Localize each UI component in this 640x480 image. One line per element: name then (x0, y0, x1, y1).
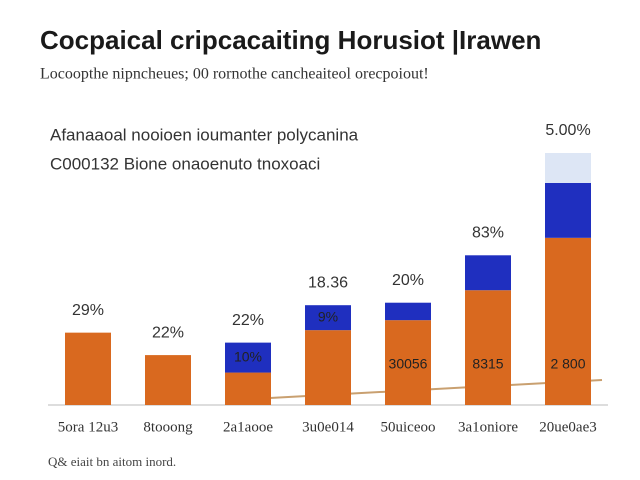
data-label: 29% (72, 302, 104, 319)
x-tick-label: 20ue0ae3 (539, 419, 596, 435)
bar-segment (145, 355, 191, 405)
inner-label: 10% (234, 348, 262, 364)
inner-label: 30056 (389, 356, 428, 372)
bar-segment (465, 255, 511, 291)
chart-subtitle: Locoopthe nipncheues; 00 rornothe canche… (40, 66, 429, 83)
inner-label: 9% (318, 308, 338, 324)
x-tick-label: 5ora 12u3 (58, 419, 118, 435)
inner-label: 2 800 (550, 356, 585, 372)
bar-segment (465, 290, 511, 405)
data-label: 5.00% (545, 122, 590, 139)
bar-segment (545, 237, 591, 405)
inner-label: 8315 (472, 356, 503, 372)
data-label: 22% (152, 324, 184, 341)
bar-segment (385, 320, 431, 405)
bar-segment (545, 182, 591, 238)
bar-segment (305, 305, 351, 331)
x-tick-label: 8tooong (143, 419, 193, 435)
annotation: C000132 Bione onaoenuto tnoxoaci (50, 154, 320, 173)
x-tick-label: 3u0e014 (302, 419, 354, 435)
x-tick-label: 3a1oniore (458, 419, 518, 435)
x-tick-label: 2a1aooe (223, 419, 273, 435)
bar-segment (65, 332, 111, 405)
data-label: 83% (472, 225, 504, 242)
bar-segment (225, 372, 271, 405)
x-tick-label: 50uiceoo (381, 419, 436, 435)
data-label: 20% (392, 272, 424, 289)
bar-segment (225, 342, 271, 373)
bar-segment (305, 330, 351, 405)
data-label: 18.36 (308, 274, 348, 291)
footnote: Q& eiait bn aitom inord. (48, 454, 176, 469)
data-label: 22% (232, 312, 264, 329)
bar-segment (385, 302, 431, 321)
chart-title: Cocpaical cripcacaiting Horusiot |Irawen (40, 25, 541, 55)
annotation: Afanaaoal nooioen ioumanter polycanina (50, 125, 359, 144)
bar-segment (545, 153, 591, 183)
